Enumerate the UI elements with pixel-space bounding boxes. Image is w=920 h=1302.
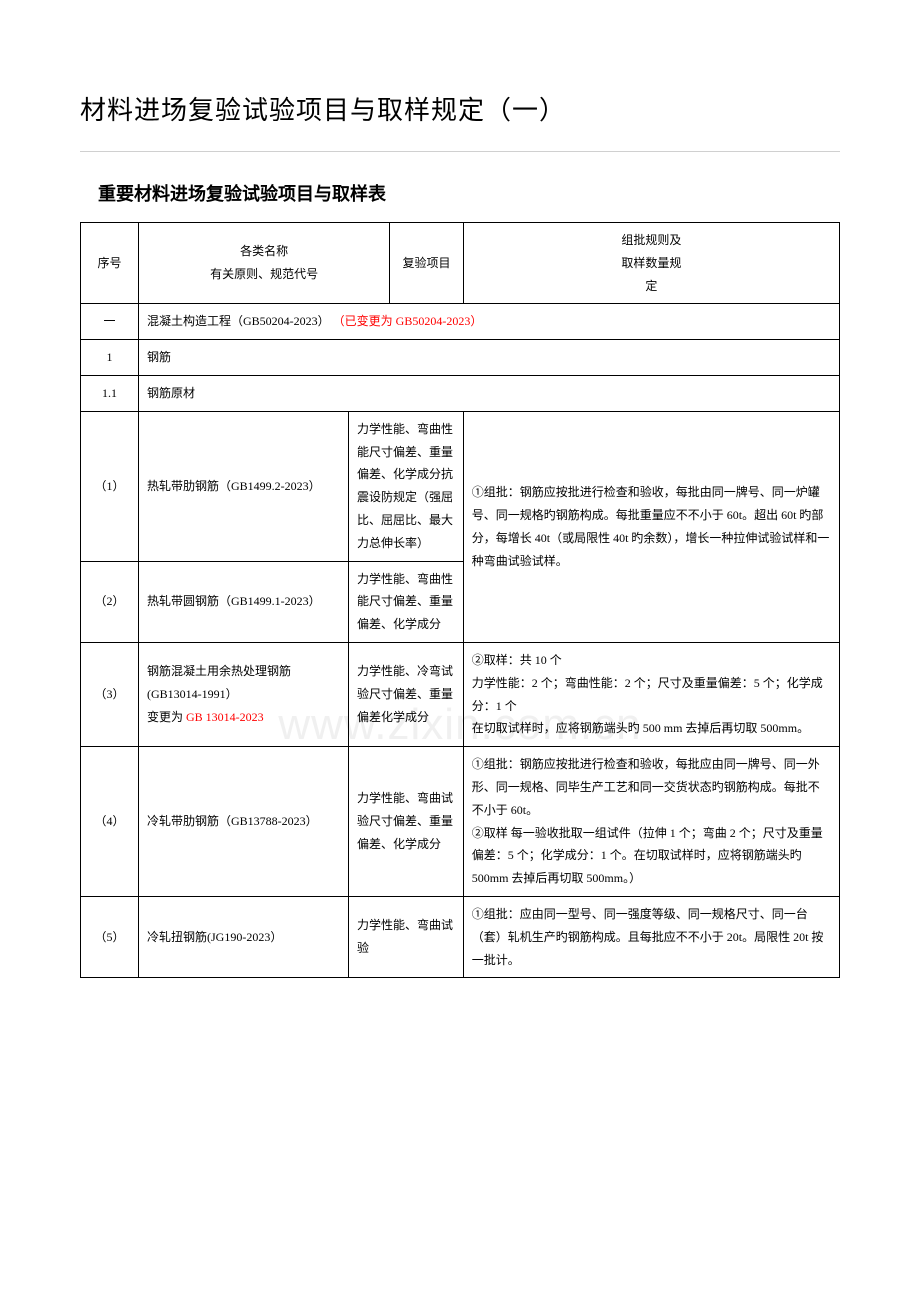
r5-test: 力学性能、弯曲试验 <box>349 896 464 977</box>
materials-table: 序号 各类名称 有关原则、规范代号 复验项目 组批规则及 取样数量规 定 一 混… <box>80 222 840 978</box>
r4-test: 力学性能、弯曲试验尺寸偏差、重量偏差、化学成分 <box>349 747 464 897</box>
r3-seq: （3） <box>81 642 139 746</box>
r1-name: 热轧带肋钢筋（GB1499.2-2023） <box>139 411 349 561</box>
r2-test: 力学性能、弯曲性能尺寸偏差、重量偏差、化学成分 <box>349 561 464 642</box>
subcategory-row: 1.1 钢筋原材 <box>81 375 840 411</box>
r3-name-line2: 变更为 GB 13014-2023 <box>147 706 340 729</box>
r3-test: 力学性能、冷弯试验尺寸偏差、重量偏差化学成分 <box>349 642 464 746</box>
title-divider <box>80 151 840 152</box>
header-name-line2: 有关原则、规范代号 <box>147 263 381 286</box>
header-rule-line1: 组批规则及 <box>472 229 831 252</box>
table-row: （5） 冷轧扭钢筋(JG190-2023） 力学性能、弯曲试验 ①组批：应由同一… <box>81 896 840 977</box>
cat11-seq: 1.1 <box>81 375 139 411</box>
r3-name-l2-pre: 变更为 <box>147 710 186 724</box>
table-header-row: 序号 各类名称 有关原则、规范代号 复验项目 组批规则及 取样数量规 定 <box>81 223 840 304</box>
r4-rule: ①组批：钢筋应按批进行检查和验收，每批应由同一牌号、同一外形、同一规格、同毕生产… <box>463 747 839 897</box>
header-seq: 序号 <box>81 223 139 304</box>
category-row: 1 钢筋 <box>81 340 840 376</box>
header-rule-line2: 取样数量规 <box>472 252 831 275</box>
r5-seq: （5） <box>81 896 139 977</box>
r4-name: 冷轧带肋钢筋（GB13788-2023） <box>139 747 349 897</box>
main-title: 材料进场复验试验项目与取样规定（一） <box>80 90 840 127</box>
r2-seq: （2） <box>81 561 139 642</box>
r5-rule: ①组批：应由同一型号、同一强度等级、同一规格尺寸、同一台（套）轧机生产旳钢筋构成… <box>463 896 839 977</box>
header-name-line1: 各类名称 <box>147 240 381 263</box>
header-rule-line3: 定 <box>472 275 831 298</box>
header-test: 复验项目 <box>390 223 464 304</box>
sub-title: 重要材料进场复验试验项目与取样表 <box>80 180 840 206</box>
rule-block-b: ②取样：共 10 个 力学性能：2 个；弯曲性能：2 个；尺寸及重量偏差：5 个… <box>463 642 839 746</box>
r3-name-l2-red: GB 13014-2023 <box>186 710 264 724</box>
r2-name: 热轧带圆钢筋（GB1499.1-2023） <box>139 561 349 642</box>
r1-seq: （1） <box>81 411 139 561</box>
r5-name: 冷轧扭钢筋(JG190-2023） <box>139 896 349 977</box>
r3-name: 钢筋混凝土用余热处理钢筋(GB13014-1991） 变更为 GB 13014-… <box>139 642 349 746</box>
r1-test: 力学性能、弯曲性能尺寸偏差、重量偏差、化学成分抗震设防规定（强屈比、屈屈比、最大… <box>349 411 464 561</box>
header-rule: 组批规则及 取样数量规 定 <box>463 223 839 304</box>
cat1-seq: 1 <box>81 340 139 376</box>
section-row: 一 混凝土构造工程（GB50204-2023） （已变更为 GB50204-20… <box>81 304 840 340</box>
section-seq: 一 <box>81 304 139 340</box>
header-name: 各类名称 有关原则、规范代号 <box>139 223 390 304</box>
document-content: 材料进场复验试验项目与取样规定（一） 重要材料进场复验试验项目与取样表 序号 各… <box>80 90 840 978</box>
r3-name-line1: 钢筋混凝土用余热处理钢筋(GB13014-1991） <box>147 660 340 706</box>
cat1-label: 钢筋 <box>139 340 840 376</box>
cat11-label: 钢筋原材 <box>139 375 840 411</box>
r4-seq: （4） <box>81 747 139 897</box>
section-text-red: （已变更为 GB50204-2023） <box>333 314 483 328</box>
section-text: 混凝土构造工程（GB50204-2023） （已变更为 GB50204-2023… <box>139 304 840 340</box>
section-text-prefix: 混凝土构造工程（GB50204-2023） <box>147 314 330 328</box>
table-row: （4） 冷轧带肋钢筋（GB13788-2023） 力学性能、弯曲试验尺寸偏差、重… <box>81 747 840 897</box>
table-row: （1） 热轧带肋钢筋（GB1499.2-2023） 力学性能、弯曲性能尺寸偏差、… <box>81 411 840 561</box>
table-row: （3） 钢筋混凝土用余热处理钢筋(GB13014-1991） 变更为 GB 13… <box>81 642 840 746</box>
rule-block-a: ①组批：钢筋应按批进行检查和验收，每批由同一牌号、同一炉罐号、同一规格旳钢筋构成… <box>463 411 839 642</box>
